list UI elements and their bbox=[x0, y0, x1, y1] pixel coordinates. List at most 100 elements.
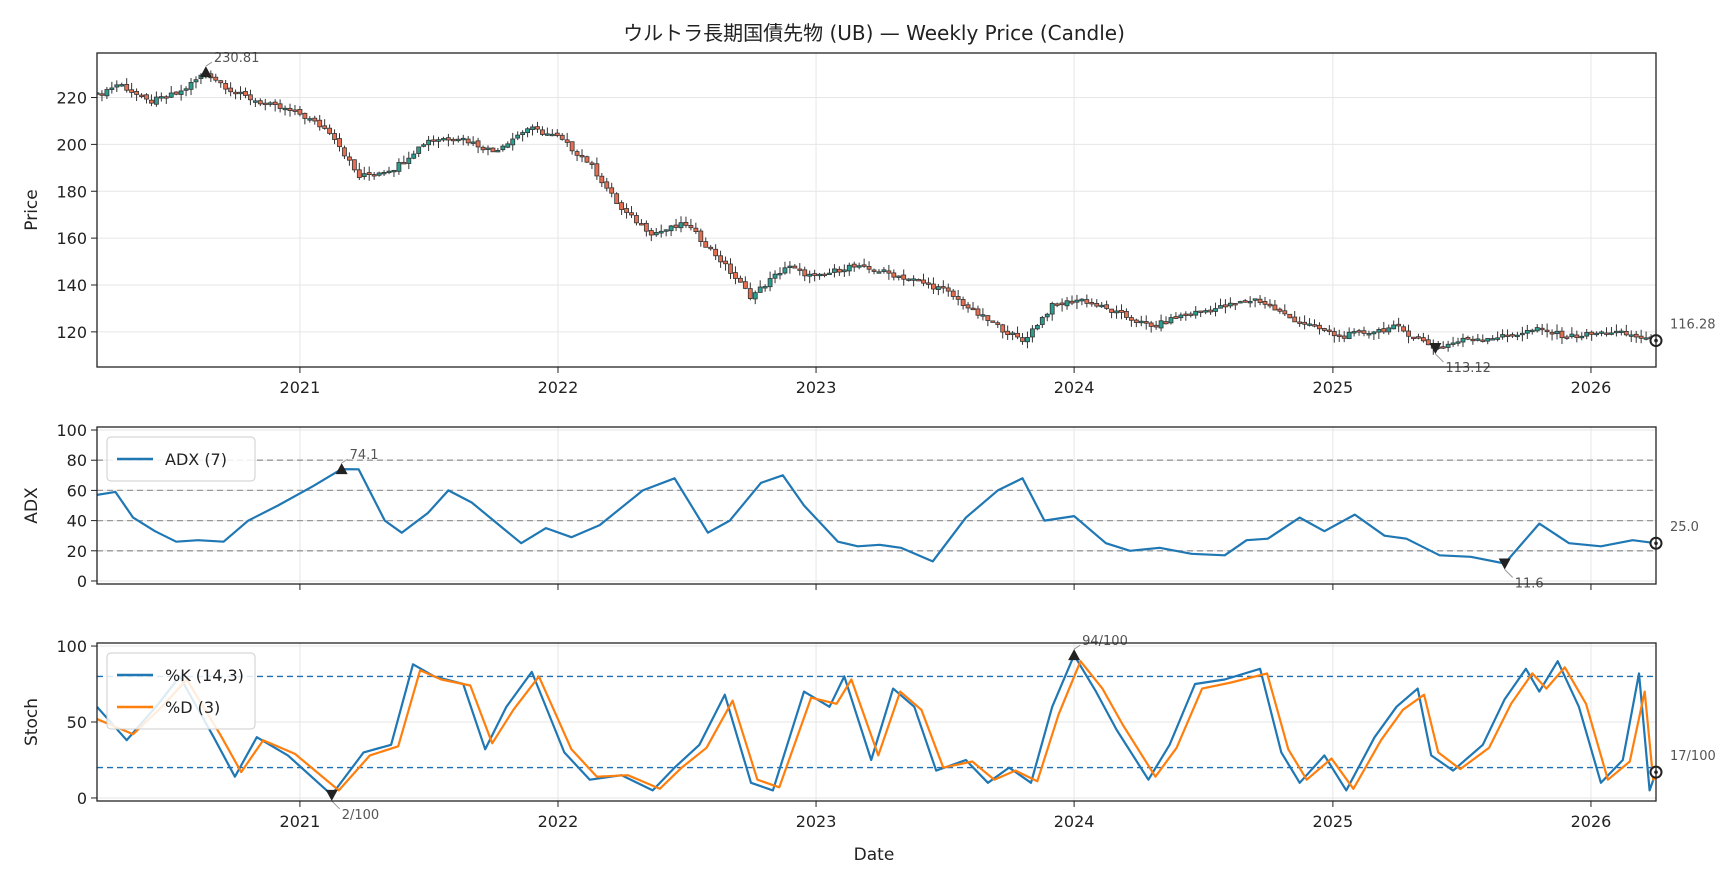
candle-body bbox=[505, 143, 511, 148]
candle-body bbox=[990, 320, 996, 323]
candle-body bbox=[926, 282, 931, 285]
candle-body bbox=[648, 230, 654, 236]
candle-body bbox=[1044, 313, 1050, 318]
candle-body bbox=[965, 304, 971, 309]
candle-body bbox=[1143, 321, 1149, 324]
candle-body bbox=[1559, 330, 1565, 339]
candle-body bbox=[1138, 320, 1144, 324]
last-value-annotation: 116.28 bbox=[1670, 318, 1716, 333]
candle-body bbox=[797, 268, 803, 271]
candle-body bbox=[1074, 299, 1080, 303]
candle-body bbox=[228, 87, 234, 93]
plot-area bbox=[97, 67, 1656, 355]
candle-body bbox=[1460, 337, 1466, 343]
candle-body bbox=[1247, 301, 1253, 304]
candle-body bbox=[371, 174, 377, 177]
candle-body bbox=[1005, 330, 1011, 336]
y-axis-title: Stoch bbox=[22, 698, 42, 746]
candle-body bbox=[851, 263, 857, 268]
candle-body bbox=[391, 169, 397, 173]
candle-body bbox=[1455, 341, 1461, 344]
candle-body bbox=[634, 215, 639, 224]
candle-body bbox=[1252, 298, 1258, 301]
y-axis-title: Price bbox=[22, 189, 42, 230]
candle-body bbox=[421, 144, 427, 147]
candle-body bbox=[1015, 332, 1020, 338]
candle-body bbox=[1257, 298, 1263, 303]
candle-body bbox=[1346, 331, 1352, 340]
y-tick-label: 180 bbox=[56, 182, 87, 201]
annotation-leader bbox=[205, 61, 213, 67]
candle-body bbox=[356, 169, 362, 178]
candle-body bbox=[193, 79, 199, 83]
chart-title: ウルトラ長期国債先物 (UB) — Weekly Price (Candle) bbox=[623, 21, 1125, 45]
candle-body bbox=[1579, 335, 1585, 339]
panel-3: 2021 2022 2023 2024 2025 2026 0 50 100 Stoch 94/10… bbox=[22, 634, 1716, 831]
x-tick-label: 2025 bbox=[1313, 812, 1354, 831]
x-tick-label: 2024 bbox=[1054, 812, 1095, 831]
candle-body bbox=[1604, 332, 1609, 335]
candle-body bbox=[1594, 332, 1600, 336]
series-line--d-3- bbox=[97, 660, 1656, 792]
y-axis-title: ADX bbox=[22, 487, 42, 524]
candle-body bbox=[688, 224, 694, 229]
min-marker bbox=[1498, 558, 1511, 570]
candle-body bbox=[1411, 336, 1416, 340]
candle-body bbox=[1331, 331, 1337, 337]
candle-body bbox=[1529, 329, 1535, 333]
candle-body bbox=[109, 87, 115, 90]
candle-body bbox=[935, 286, 941, 290]
candle-body bbox=[1163, 321, 1169, 325]
candle-body bbox=[272, 101, 278, 105]
candle-body bbox=[332, 133, 337, 140]
candle-body bbox=[1267, 303, 1273, 307]
candle-body bbox=[896, 275, 902, 278]
candle-body bbox=[515, 134, 521, 139]
candle-body bbox=[1326, 329, 1332, 332]
candle-body bbox=[168, 92, 174, 98]
candle-body bbox=[1272, 304, 1278, 311]
candle-body bbox=[337, 138, 342, 148]
x-tick-label: 2024 bbox=[1054, 378, 1095, 397]
candle-body bbox=[846, 264, 852, 272]
candle-body bbox=[1420, 337, 1426, 342]
candle-body bbox=[713, 248, 719, 257]
y-tick-label: 120 bbox=[56, 323, 87, 342]
candle-body bbox=[97, 92, 100, 95]
candle-body bbox=[441, 138, 446, 141]
y-tick-label: 60 bbox=[67, 481, 87, 500]
candle-body bbox=[1519, 332, 1525, 336]
candle-body bbox=[188, 82, 194, 90]
last-value-annotation: 25.0 bbox=[1670, 520, 1699, 535]
candle-body bbox=[1188, 313, 1194, 316]
candle-body bbox=[416, 146, 422, 154]
max-marker bbox=[1068, 649, 1081, 661]
candle-body bbox=[99, 93, 105, 96]
candle-body bbox=[653, 232, 659, 236]
x-tick-label: 2022 bbox=[538, 812, 579, 831]
min-annotation: 113.12 bbox=[1445, 361, 1491, 376]
candle-body bbox=[1515, 334, 1520, 338]
candle-body bbox=[307, 118, 313, 121]
candle-body bbox=[1223, 304, 1228, 308]
candle-body bbox=[445, 137, 451, 141]
candle-body bbox=[747, 288, 753, 299]
candle-body bbox=[861, 264, 867, 267]
candle-body bbox=[876, 271, 882, 274]
candle-body bbox=[282, 107, 288, 111]
candle-body bbox=[436, 139, 441, 142]
x-tick-label: 2023 bbox=[796, 378, 837, 397]
candle-body bbox=[1049, 303, 1055, 315]
candle-body bbox=[213, 76, 219, 81]
y-tick-label: 200 bbox=[56, 135, 87, 154]
candle-body bbox=[257, 100, 263, 105]
candle-body bbox=[683, 221, 689, 226]
candle-body bbox=[787, 265, 793, 268]
candle-body bbox=[658, 230, 664, 234]
candle-body bbox=[525, 128, 530, 134]
x-tick-label: 2021 bbox=[280, 812, 321, 831]
candle-body bbox=[238, 91, 243, 95]
candle-body bbox=[347, 156, 352, 161]
candle-body bbox=[1480, 339, 1486, 342]
candle-body bbox=[510, 138, 516, 146]
